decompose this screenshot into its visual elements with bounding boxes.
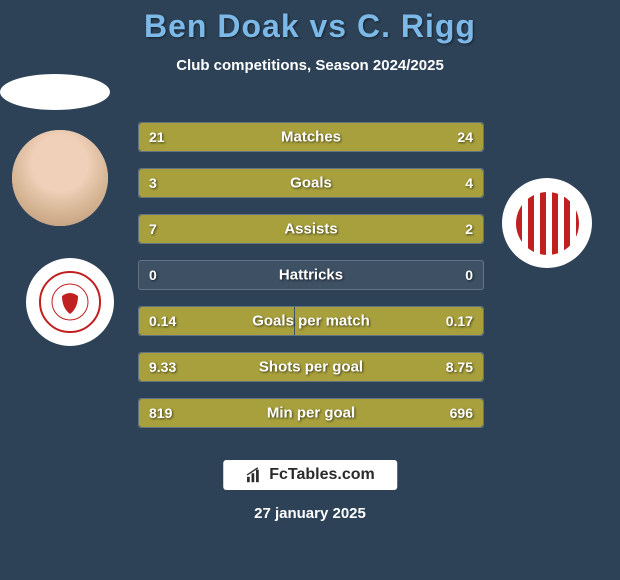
- logo-text: FcTables.com: [269, 466, 375, 484]
- stat-row: Goals 3 4: [138, 168, 484, 198]
- footer-logo: FcTables.com: [223, 460, 397, 490]
- comparison-title: Ben Doak vs C. Rigg: [0, 8, 620, 45]
- club-badge-left: [26, 258, 114, 346]
- header: Ben Doak vs C. Rigg Club competitions, S…: [0, 0, 620, 74]
- stat-value-left: 9.33: [149, 359, 176, 375]
- stat-row: Assists 7 2: [138, 214, 484, 244]
- stat-row: Goals per match 0.14 0.17: [138, 306, 484, 336]
- stat-value-left: 21: [149, 129, 165, 145]
- stripes-crest-icon: [516, 192, 579, 255]
- stat-value-left: 819: [149, 405, 172, 421]
- stat-value-right: 0.17: [446, 313, 473, 329]
- subtitle: Club competitions, Season 2024/2025: [0, 57, 620, 74]
- stat-bar-left: [139, 169, 287, 197]
- lion-crest-icon: [50, 282, 90, 322]
- avatar-face-icon: [12, 130, 108, 226]
- stat-row: Shots per goal 9.33 8.75: [138, 352, 484, 382]
- club-badge-right: [502, 178, 592, 268]
- stat-label: Min per goal: [267, 405, 355, 422]
- badge-icon: [39, 271, 101, 333]
- stat-row: Matches 21 24: [138, 122, 484, 152]
- player-left-avatar: [12, 130, 108, 226]
- stat-label: Shots per goal: [259, 359, 363, 376]
- stat-value-left: 3: [149, 175, 157, 191]
- stat-label: Hattricks: [279, 267, 343, 284]
- stat-value-left: 7: [149, 221, 157, 237]
- stat-bar-left: [139, 215, 407, 243]
- stat-label: Goals per match: [252, 313, 370, 330]
- stat-value-right: 24: [457, 129, 473, 145]
- stat-row: Min per goal 819 696: [138, 398, 484, 428]
- stat-value-right: 0: [465, 267, 473, 283]
- chart-icon: [245, 466, 263, 484]
- stat-value-left: 0: [149, 267, 157, 283]
- stat-value-right: 4: [465, 175, 473, 191]
- player-right-avatar: [0, 74, 110, 110]
- stat-value-right: 8.75: [446, 359, 473, 375]
- stat-value-right: 2: [465, 221, 473, 237]
- stat-value-right: 696: [450, 405, 473, 421]
- stat-label: Matches: [281, 129, 341, 146]
- stat-label: Assists: [284, 221, 337, 238]
- stat-row: Hattricks 0 0: [138, 260, 484, 290]
- stat-value-left: 0.14: [149, 313, 176, 329]
- stat-label: Goals: [290, 175, 332, 192]
- stats-container: Matches 21 24 Goals 3 4 Assists 7 2 Hattricks 0 0 Go…: [138, 122, 484, 444]
- footer-date: 27 january 2025: [254, 505, 366, 522]
